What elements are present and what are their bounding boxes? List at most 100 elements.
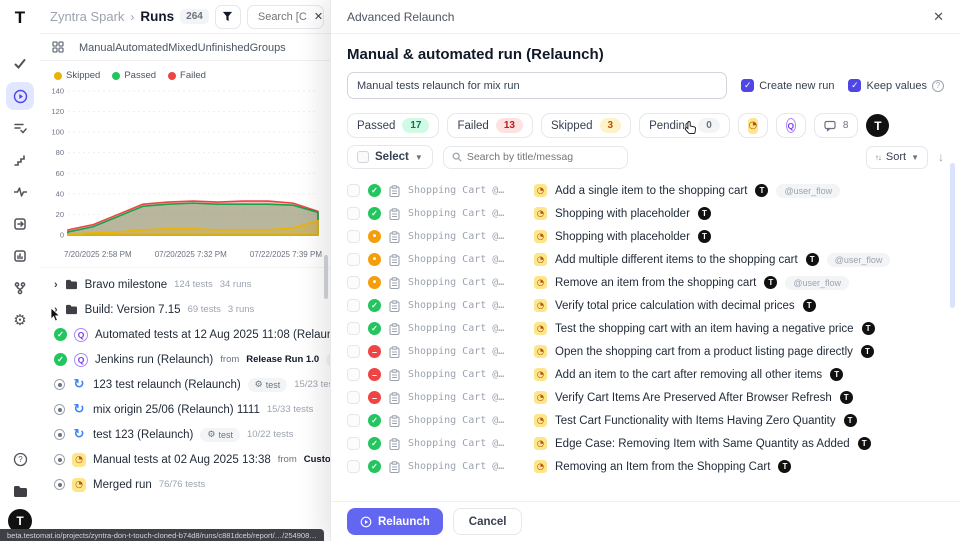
test-row[interactable]: Shopping Cart @… Shopping with placehold… bbox=[347, 202, 944, 225]
automated-tests-filter-chip[interactable] bbox=[775, 113, 806, 138]
import-box-icon[interactable] bbox=[6, 210, 34, 238]
app-logo-icon[interactable]: T bbox=[14, 8, 26, 27]
reports-image-icon[interactable] bbox=[6, 242, 34, 270]
test-row[interactable]: Shopping Cart @… Verify total price calc… bbox=[347, 294, 944, 317]
checkbox-checked-icon[interactable] bbox=[848, 79, 862, 92]
suite-label[interactable]: Shopping Cart @… bbox=[408, 392, 505, 403]
suite-label[interactable]: Shopping Cart @… bbox=[408, 369, 505, 380]
test-checkbox[interactable] bbox=[347, 299, 360, 312]
run-from-source[interactable]: Custom Selection bbox=[303, 454, 330, 465]
milestones-stairs-icon[interactable] bbox=[6, 146, 34, 174]
run-title[interactable]: Bravo milestone bbox=[84, 278, 168, 291]
run-row[interactable]: test 123 (Relaunch) ⚙test 10/22 tests bbox=[40, 422, 330, 447]
status-filter-chip[interactable]: Failed 13 bbox=[447, 113, 533, 138]
filter-button[interactable] bbox=[214, 4, 241, 29]
runs-search-box[interactable]: ✕ bbox=[246, 4, 324, 29]
test-checkbox[interactable] bbox=[347, 368, 360, 381]
plans-list-icon[interactable] bbox=[6, 114, 34, 142]
help-circle-icon[interactable]: ? bbox=[932, 79, 944, 92]
run-row[interactable]: mix origin 25/06 (Relaunch) 1111 ⚙ 15/33… bbox=[40, 397, 330, 422]
status-filter-chip[interactable]: Pending 0 bbox=[639, 113, 730, 138]
comments-filter-chip[interactable]: 8 bbox=[813, 113, 859, 138]
suite-label[interactable]: Shopping Cart @… bbox=[408, 231, 505, 242]
run-type-tab[interactable]: Mixed bbox=[168, 42, 198, 54]
suite-label[interactable]: Shopping Cart @… bbox=[408, 277, 505, 288]
test-row[interactable]: Shopping Cart @… Shopping with placehold… bbox=[347, 225, 944, 248]
cancel-button[interactable]: Cancel bbox=[452, 508, 523, 535]
test-title[interactable]: Test the shopping cart with an item havi… bbox=[555, 322, 854, 335]
test-title[interactable]: Remove an item from the shopping cart bbox=[555, 276, 757, 289]
test-checkbox[interactable] bbox=[347, 460, 360, 473]
test-title[interactable]: Test Cart Functionality with Items Havin… bbox=[555, 414, 836, 427]
relaunch-button[interactable]: Relaunch bbox=[347, 508, 443, 535]
assignee-filter-avatar[interactable]: T bbox=[866, 114, 890, 137]
run-row[interactable]: 123 test relaunch (Relaunch) ⚙test 15/23… bbox=[40, 372, 330, 397]
suite-label[interactable]: Shopping Cart @… bbox=[408, 461, 505, 472]
runs-search-input[interactable] bbox=[257, 10, 310, 23]
test-checkbox[interactable] bbox=[347, 391, 360, 404]
tests-check-icon[interactable] bbox=[6, 50, 34, 78]
grid-view-icon[interactable] bbox=[52, 41, 64, 53]
settings-gear-icon[interactable]: ⚙ bbox=[13, 311, 27, 329]
select-dropdown[interactable]: Select ▼ bbox=[347, 145, 433, 169]
test-tag[interactable]: @user_flow bbox=[826, 252, 891, 267]
test-tag[interactable]: @user_flow bbox=[776, 183, 841, 198]
test-title[interactable]: Open the shopping cart from a product li… bbox=[555, 345, 853, 358]
download-arrow-icon[interactable]: ↓ bbox=[938, 150, 944, 164]
breadcrumb-project[interactable]: Zyntra Spark bbox=[50, 9, 125, 24]
test-checkbox[interactable] bbox=[347, 345, 360, 358]
test-row[interactable]: Shopping Cart @… Add an item to the cart… bbox=[347, 363, 944, 386]
suite-label[interactable]: Shopping Cart @… bbox=[408, 346, 505, 357]
run-row[interactable]: Merged run ⚙ 76/76 tests bbox=[40, 472, 330, 497]
test-row[interactable]: Shopping Cart @… Removing an Item from t… bbox=[347, 455, 944, 478]
run-title[interactable]: Automated tests at 12 Aug 2025 11:08 (Re… bbox=[95, 328, 330, 341]
test-row[interactable]: Shopping Cart @… Verify Cart Items Are P… bbox=[347, 386, 944, 409]
test-checkbox[interactable] bbox=[347, 437, 360, 450]
run-title[interactable]: Jenkins run (Relaunch) bbox=[95, 353, 214, 366]
chevron-right-icon[interactable]: › bbox=[54, 303, 58, 316]
run-row[interactable]: Manual tests at 02 Aug 2025 13:38 from C… bbox=[40, 447, 330, 472]
suite-label[interactable]: Shopping Cart @… bbox=[408, 415, 505, 426]
test-row[interactable]: Shopping Cart @… Test Removing an Item R… bbox=[347, 478, 944, 479]
branch-icon[interactable] bbox=[6, 274, 34, 302]
test-checkbox[interactable] bbox=[347, 184, 360, 197]
checkbox-checked-icon[interactable] bbox=[741, 79, 755, 92]
run-row[interactable]: › Build: Version 7.15 ⚙ 69 tests 3 runs bbox=[40, 297, 330, 322]
test-row[interactable]: Shopping Cart @… Edge Case: Removing Ite… bbox=[347, 432, 944, 455]
manual-tests-filter-chip[interactable] bbox=[737, 113, 768, 138]
test-title[interactable]: Verify total price calculation with deci… bbox=[555, 299, 795, 312]
test-row[interactable]: Shopping Cart @… Open the shopping cart … bbox=[347, 340, 944, 363]
run-title[interactable]: Build: Version 7.15 bbox=[84, 303, 181, 316]
test-search-input[interactable] bbox=[466, 151, 619, 163]
create-new-run-checkbox[interactable]: Create new run bbox=[741, 79, 834, 92]
suite-label[interactable]: Shopping Cart @… bbox=[408, 300, 505, 311]
analytics-pulse-icon[interactable] bbox=[6, 178, 34, 206]
run-title[interactable]: test 123 (Relaunch) bbox=[93, 428, 194, 441]
test-tag[interactable]: @user_flow bbox=[785, 275, 850, 290]
test-row[interactable]: Shopping Cart @… Test the shopping cart … bbox=[347, 317, 944, 340]
status-filter-chip[interactable]: Passed 17 bbox=[347, 113, 440, 138]
test-title[interactable]: Shopping with placeholder bbox=[555, 230, 690, 243]
test-row[interactable]: Shopping Cart @… Remove an item from the… bbox=[347, 271, 944, 294]
run-title[interactable]: Manual tests at 02 Aug 2025 13:38 bbox=[93, 453, 271, 466]
test-checkbox[interactable] bbox=[347, 207, 360, 220]
test-title[interactable]: Add an item to the cart after removing a… bbox=[555, 368, 823, 381]
run-name-input[interactable] bbox=[347, 72, 728, 99]
run-type-tab[interactable]: Unfinished bbox=[197, 42, 250, 54]
test-title[interactable]: Add multiple different items to the shop… bbox=[555, 253, 798, 266]
run-row[interactable]: Automated tests at 12 Aug 2025 11:08 (Re… bbox=[40, 322, 330, 347]
left-scrollbar-thumb[interactable] bbox=[324, 255, 328, 299]
test-checkbox[interactable] bbox=[347, 253, 360, 266]
run-from-source[interactable]: Release Run 1.0 bbox=[246, 354, 320, 365]
run-title[interactable]: 123 test relaunch (Relaunch) bbox=[93, 378, 241, 391]
test-title[interactable]: Shopping with placeholder bbox=[555, 207, 690, 220]
test-title[interactable]: Verify Cart Items Are Preserved After Br… bbox=[555, 391, 832, 404]
run-type-tab[interactable]: Manual bbox=[79, 42, 116, 54]
close-icon[interactable]: ✕ bbox=[933, 8, 944, 24]
test-row[interactable]: Shopping Cart @… Test Cart Functionality… bbox=[347, 409, 944, 432]
status-filter-chip[interactable]: Skipped 3 bbox=[540, 113, 632, 138]
run-row[interactable]: Jenkins run (Relaunch) from Release Run … bbox=[40, 347, 330, 372]
suite-label[interactable]: Shopping Cart @… bbox=[408, 185, 505, 196]
test-title[interactable]: Add a single item to the shopping cart bbox=[555, 184, 748, 197]
clear-search-icon[interactable]: ✕ bbox=[313, 11, 324, 23]
